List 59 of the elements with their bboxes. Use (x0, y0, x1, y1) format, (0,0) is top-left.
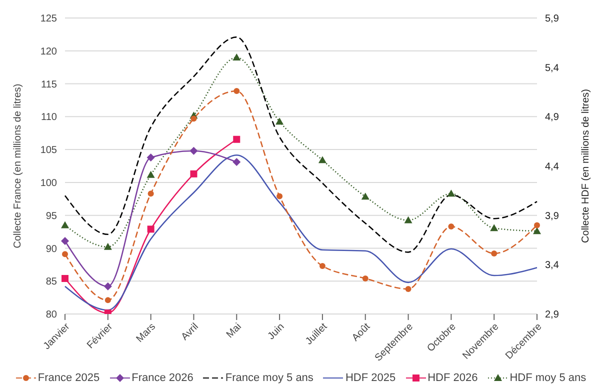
legend-label: France moy 5 ans (224, 372, 314, 384)
point (319, 262, 326, 269)
point (146, 170, 155, 178)
point (148, 190, 154, 197)
point (404, 216, 412, 224)
point (232, 158, 241, 166)
y2-axis-title: Collecte HDF (en millions de litres) (580, 89, 592, 243)
point (447, 190, 456, 197)
y2-tick-label: 5,4 (545, 62, 560, 74)
point (232, 53, 241, 60)
point (362, 275, 368, 282)
y-tick-label: 100 (40, 178, 58, 189)
point (62, 274, 68, 282)
point (533, 227, 541, 234)
point (104, 297, 111, 304)
y-tick-label: 85 (46, 276, 58, 288)
point (190, 116, 197, 122)
y2-tick-label: 4,9 (545, 112, 560, 124)
legend-label: France 2025 (36, 372, 100, 384)
y2-tick-label: 2,9 (545, 310, 560, 321)
point (61, 236, 69, 245)
point (104, 242, 112, 250)
point (190, 146, 198, 155)
point (318, 156, 326, 164)
y2-tick-label: 4,4 (545, 162, 560, 173)
point (276, 118, 284, 125)
legend-label: France 2026 (130, 372, 194, 384)
legend-label: HDF moy 5 ans (508, 372, 586, 384)
point (233, 136, 240, 143)
y-tick-label: 115 (41, 79, 58, 90)
legend-label: HDF 2025 (344, 372, 396, 384)
y-tick-label: 80 (46, 310, 58, 321)
point (104, 282, 112, 290)
point (147, 226, 154, 233)
y2-tick-label: 5,9 (545, 14, 560, 25)
legend-label: HDF 2026 (426, 372, 478, 384)
point (190, 170, 198, 178)
y-tick-label: 105 (40, 145, 58, 156)
x-tick-label: Mai (224, 321, 244, 341)
point (448, 224, 454, 230)
point (534, 222, 540, 228)
point (62, 251, 68, 258)
point (491, 250, 498, 256)
y-tick-label: 110 (41, 112, 58, 124)
y2-tick-label: 3,9 (545, 210, 560, 222)
point (276, 193, 283, 200)
point (361, 192, 370, 200)
y-tick-label: 95 (46, 210, 58, 222)
point (405, 286, 412, 292)
y-axis-title: Collecte France (en millions de litres) (12, 84, 24, 248)
y-tick-label: 125 (40, 14, 58, 25)
point (234, 88, 240, 94)
point (490, 224, 498, 232)
x-tick-label: Juin (266, 321, 287, 342)
y-tick-label: 90 (46, 244, 58, 255)
y2-tick-label: 3,4 (545, 260, 560, 272)
point (61, 221, 69, 228)
y-tick-label: 120 (40, 46, 58, 58)
point (146, 153, 155, 162)
